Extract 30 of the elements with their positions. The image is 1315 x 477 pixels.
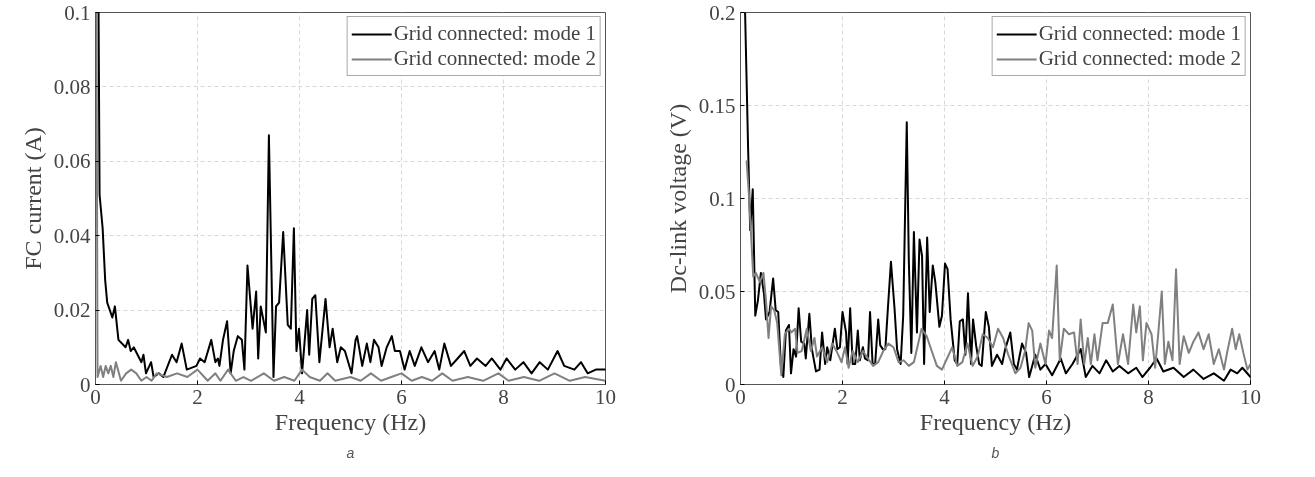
text: b bbox=[991, 444, 1000, 461]
x-tick-label: 6 bbox=[396, 384, 407, 409]
y-tick-label: 0.1 bbox=[64, 0, 91, 25]
y-tick-label: 0.02 bbox=[53, 298, 91, 323]
y-axis-title: Dc-link voltage (V) bbox=[664, 103, 691, 294]
legend-label: Grid connected: mode 2 bbox=[393, 46, 596, 71]
legend-label: Grid connected: mode 1 bbox=[393, 21, 596, 46]
y-axis-title: FC current (A) bbox=[19, 127, 46, 270]
y-tick-label: 0.06 bbox=[53, 149, 91, 174]
y-tick-label: 0.2 bbox=[709, 0, 736, 25]
x-tick-label: 4 bbox=[294, 384, 306, 409]
y-tick-label: 0.05 bbox=[698, 279, 736, 304]
x-tick-label: 8 bbox=[498, 384, 509, 409]
legend-label: Grid connected: mode 2 bbox=[1038, 46, 1241, 71]
y-tick-label: 0.15 bbox=[698, 93, 736, 118]
x-tick-label: 6 bbox=[1041, 384, 1052, 409]
x-tick-label: 4 bbox=[939, 384, 951, 409]
legend-label: Grid connected: mode 1 bbox=[1038, 21, 1241, 46]
x-tick-label: 8 bbox=[1143, 384, 1154, 409]
y-tick-label: 0.08 bbox=[53, 74, 91, 99]
y-tick-label: 0.04 bbox=[53, 223, 91, 248]
y-tick-label: 0.1 bbox=[709, 186, 736, 211]
x-axis-title: Frequency (Hz) bbox=[274, 408, 427, 435]
text: a bbox=[346, 444, 355, 461]
x-tick-label: 2 bbox=[837, 384, 848, 409]
line-series bbox=[745, 160, 1251, 377]
x-axis-title: Frequency (Hz) bbox=[919, 408, 1072, 435]
x-tick-label: 10 bbox=[1240, 384, 1261, 409]
x-tick-label: 2 bbox=[192, 384, 203, 409]
x-tick-label: 10 bbox=[595, 384, 616, 409]
